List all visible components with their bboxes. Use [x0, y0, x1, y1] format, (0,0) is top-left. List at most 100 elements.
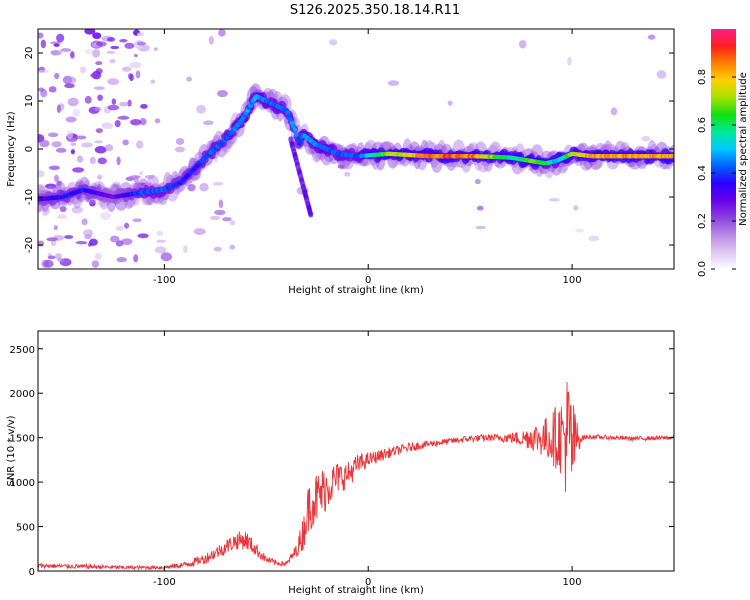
spectrogram-blob: [94, 106, 102, 111]
spectrogram-blob: [64, 235, 74, 239]
y-tick: 0: [29, 567, 674, 578]
spectrogram-blob: [293, 132, 299, 138]
spectrogram-blob: [175, 137, 185, 145]
spectrogram-blob: [88, 238, 98, 246]
spectrogram-blob: [97, 94, 103, 101]
x-tick: -100: [153, 331, 176, 588]
spectrogram-blob: [72, 167, 85, 173]
spectrogram-blob: [43, 259, 54, 268]
spectrogram-blob: [153, 47, 158, 51]
x-tick-label: 100: [563, 275, 582, 286]
spectrogram-blob: [290, 124, 296, 129]
spectrogram-blob: [132, 218, 142, 223]
spectrogram-blob: [109, 58, 116, 64]
spectrogram-blob: [64, 83, 75, 89]
spectrogram-blob: [573, 205, 579, 211]
spectrogram-blob: [71, 206, 83, 214]
spectrogram-blob: [218, 29, 226, 37]
x-tick-label: 0: [365, 577, 371, 588]
spectrogram-blob: [647, 34, 656, 40]
spectrogram-blob: [656, 70, 667, 79]
spectrogram-blob: [94, 140, 104, 144]
spectrogram-blob: [187, 183, 196, 192]
y-tick-label: 0: [24, 146, 35, 152]
spectrogram-blob: [588, 235, 600, 242]
spectrogram-blob: [96, 41, 107, 47]
spectrogram-blob: [298, 138, 304, 143]
spectrogram-blob: [186, 76, 192, 82]
spectrogram-blob: [212, 181, 224, 186]
spectrogram-blob: [136, 32, 145, 37]
colorbar-tick: 0.4: [697, 165, 736, 181]
spectrogram-blob: [139, 171, 144, 176]
spectrogram-blob: [150, 79, 156, 84]
spectrogram-blob: [66, 130, 73, 140]
y-tick-label: 20: [24, 47, 35, 60]
snr-background: [38, 331, 674, 571]
spectrogram-blob: [154, 246, 167, 254]
spectrogram-blob: [41, 207, 51, 215]
spectrogram-blob: [133, 54, 138, 58]
spectrogram-blob: [196, 104, 207, 114]
spectrogram-blob: [130, 118, 142, 126]
spectrogram-blob: [127, 99, 132, 107]
spectrogram-blob: [156, 230, 164, 237]
spectrogram-blob: [79, 66, 87, 74]
y-tick: 500: [16, 523, 674, 534]
spectrogram-blob: [137, 233, 149, 239]
spectrogram-blob: [70, 149, 75, 155]
spectrogram-blob: [84, 234, 92, 240]
spectrogram-blob: [140, 182, 147, 186]
spectrogram-blob: [567, 57, 572, 66]
x-tick-label: -100: [153, 577, 176, 588]
spectrogram-blob: [48, 86, 57, 93]
colorbar-tick-label: 0.8: [697, 69, 708, 85]
colorbar-tick: 0.2: [697, 213, 736, 229]
spectrogram-blob: [114, 120, 121, 128]
spectrogram-blob: [308, 211, 314, 218]
spectrogram-blob: [67, 76, 77, 84]
spectrogram-blob: [344, 171, 351, 177]
y-tick: 2000: [10, 389, 674, 400]
spectrogram-blob: [75, 240, 88, 245]
spectrogram-blob: [124, 222, 130, 229]
spectrogram-blob: [213, 246, 222, 252]
x-tick-label: -100: [153, 275, 176, 286]
spectrogram-blob: [51, 141, 62, 148]
spectrogram-blob: [115, 225, 124, 231]
spectrogram-blob: [116, 156, 121, 166]
y-tick: 0: [24, 146, 674, 152]
y-tick-label: 1500: [10, 434, 35, 445]
spectrogram-blob: [67, 97, 79, 107]
spectrogram-blob: [53, 225, 58, 231]
colorbar-tick-label: 0.0: [697, 261, 708, 277]
spectrogram-blob: [447, 100, 453, 106]
colorbar-tick: 0.8: [697, 69, 736, 85]
spectrogram-blob: [84, 29, 96, 35]
spectrogram-blob: [92, 32, 102, 40]
spectrogram-blob: [106, 50, 116, 54]
spectrogram-blob: [208, 36, 214, 45]
spectrogram-blob: [57, 257, 64, 263]
spectrogram-blob: [93, 86, 105, 90]
colorbar: 0.0 0.2 0.4 0.6 0.8 Normalized spectral ampl…: [697, 29, 749, 277]
spectrogram-blob: [95, 252, 102, 261]
spectrogram-blob: [95, 68, 103, 74]
spectrogram-blob: [129, 175, 141, 179]
spectrogram-blob: [90, 73, 99, 79]
spectrogram-blob: [203, 120, 214, 126]
colorbar-tick: 0.6: [697, 117, 736, 133]
spectrogram-blob: [119, 38, 128, 43]
x-tick: 100: [563, 331, 582, 588]
y-tick: 1000: [10, 478, 674, 489]
spectrogram-blob: [199, 183, 209, 192]
spectrogram-blob: [129, 61, 142, 69]
spectrogram-blob: [38, 69, 49, 74]
y-tick-label: -10: [24, 189, 35, 205]
spectrogram-blob: [209, 215, 221, 221]
spectrogram-blob: [57, 214, 67, 220]
spectrogram-blob: [641, 135, 651, 142]
